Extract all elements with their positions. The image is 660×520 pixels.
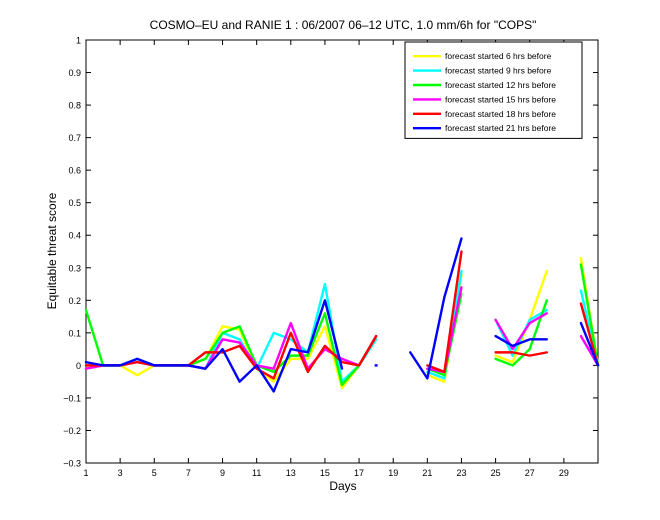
y-tick-label: 0 xyxy=(76,361,81,371)
y-tick-label: 0.5 xyxy=(68,198,81,208)
legend-label: forecast started 18 hrs before xyxy=(445,109,556,119)
series-5 xyxy=(84,250,600,380)
series-line xyxy=(494,351,548,357)
series-line xyxy=(84,299,344,393)
chart-title: COSMO–EU and RANIE 1 : 06/2007 06–12 UTC… xyxy=(150,18,537,32)
legend-label: forecast started 6 hrs before xyxy=(445,51,552,61)
y-tick-label: −0.2 xyxy=(63,426,81,436)
legend-box xyxy=(404,41,583,139)
y-tick-label: −0.1 xyxy=(63,393,81,403)
series-6 xyxy=(84,237,600,393)
x-tick-label: 1 xyxy=(83,468,88,478)
x-tick-label: 11 xyxy=(252,468,261,478)
y-tick-label: 0.8 xyxy=(68,101,81,111)
legend-label: forecast started 12 hrs before xyxy=(445,80,556,90)
x-tick-label: 13 xyxy=(286,468,296,478)
x-tick-label: 5 xyxy=(152,468,157,478)
legend-label: forecast started 9 hrs before xyxy=(445,66,552,76)
x-tick-label: 3 xyxy=(118,468,123,478)
y-tick-label: 0.4 xyxy=(68,231,81,241)
y-tick-label: 0.3 xyxy=(68,263,81,273)
series-line xyxy=(579,302,600,367)
y-tick-label: 0.2 xyxy=(68,296,81,306)
y-axis-label: Equitable threat score xyxy=(45,192,59,309)
x-tick-label: 21 xyxy=(422,468,432,478)
y-tick-label: −0.3 xyxy=(63,459,81,469)
x-tick-label: 15 xyxy=(320,468,330,478)
x-tick-label: 27 xyxy=(525,468,535,478)
legend: forecast started 6 hrs before forecast st… xyxy=(404,41,583,139)
legend-label: forecast started 15 hrs before xyxy=(445,94,556,104)
series-line xyxy=(409,237,463,380)
plot-frame xyxy=(85,39,599,464)
x-tick-label: 19 xyxy=(388,468,398,478)
x-tick-label: 29 xyxy=(559,468,569,478)
x-tick-label: 17 xyxy=(354,468,364,478)
series-line xyxy=(84,331,378,380)
y-tick-label: 0.6 xyxy=(68,166,81,176)
y-tick-label: 1 xyxy=(76,36,81,46)
series-line xyxy=(494,299,548,367)
y-tick-label: 0.9 xyxy=(68,68,81,78)
x-axis-label: Days xyxy=(329,479,356,493)
x-tick-label: 7 xyxy=(186,468,191,478)
x-tick-label: 25 xyxy=(491,468,501,478)
x-tick-label: 9 xyxy=(220,468,225,478)
series-line xyxy=(494,269,548,364)
series-4 xyxy=(84,286,600,374)
series-line xyxy=(426,269,463,380)
series-line xyxy=(494,312,548,351)
y-tick-label: 0.7 xyxy=(68,133,81,143)
series-line xyxy=(579,321,600,367)
series-line xyxy=(579,263,600,367)
series-line xyxy=(494,334,548,348)
plot-area: −0.3 −0.2 −0.1 0 0.1 0.2 0.3 0.4 0.5 0.6 0.7 0.8 0.9… xyxy=(63,36,600,478)
series-line xyxy=(426,250,463,374)
y-tick-label: 0.1 xyxy=(68,328,81,338)
x-tick-label: 23 xyxy=(456,468,466,478)
legend-label: forecast started 21 hrs before xyxy=(445,123,556,133)
series-line xyxy=(84,325,378,390)
